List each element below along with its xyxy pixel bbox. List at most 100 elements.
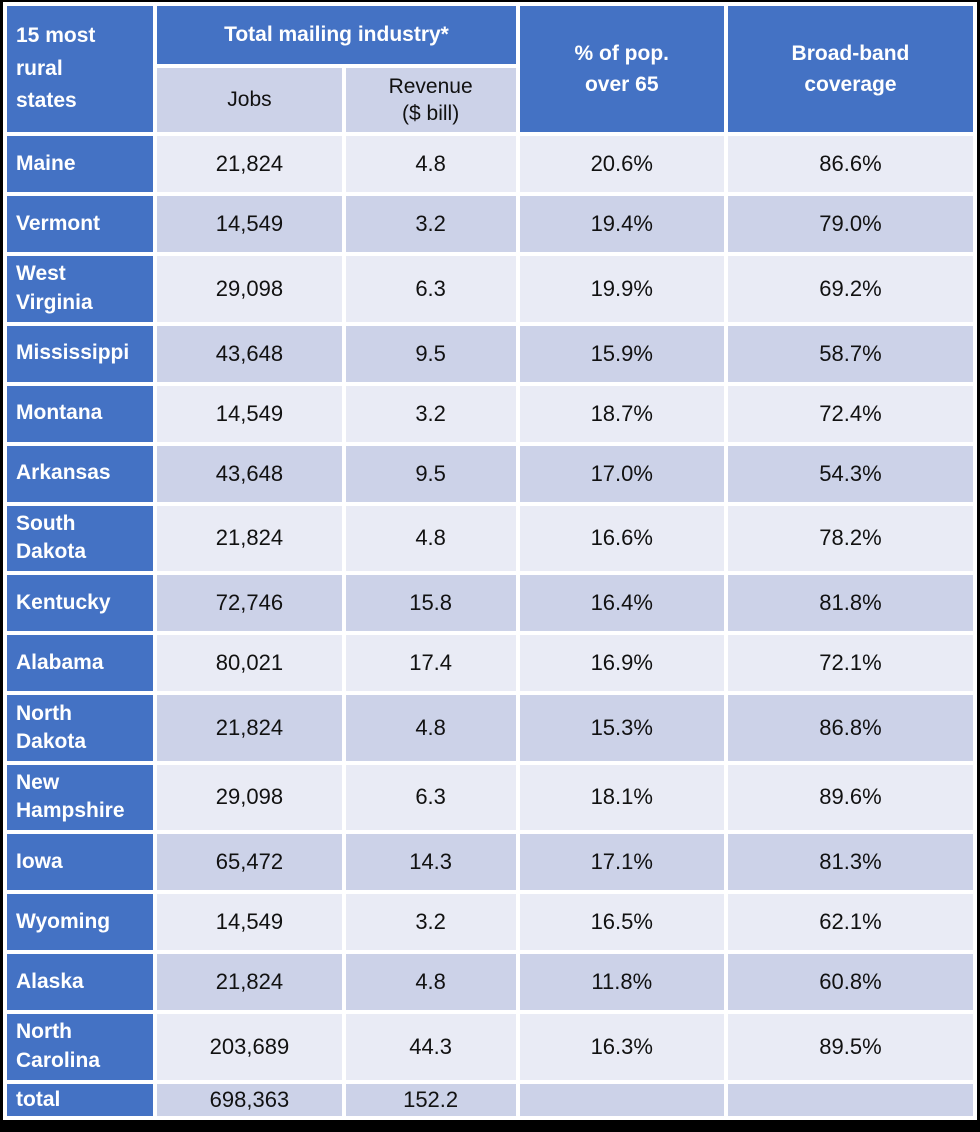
table-row: Alaska 21,824 4.8 11.8% 60.8% xyxy=(7,954,973,1011)
revenue-cell: 4.8 xyxy=(345,505,516,572)
table-body: Maine 21,824 4.8 20.6% 86.6% Vermont 14,… xyxy=(7,136,973,1116)
table-row: New Hampshire 29,098 6.3 18.1% 89.6% xyxy=(7,764,973,830)
table-row: Alabama 80,021 17.4 16.9% 72.1% xyxy=(7,635,973,692)
broadband-cell: 60.8% xyxy=(727,954,973,1011)
revenue-cell: 9.5 xyxy=(345,445,516,502)
pop65-cell: 19.4% xyxy=(519,196,724,253)
jobs-cell: 21,824 xyxy=(157,695,342,761)
table-row: Kentucky 72,746 15.8 16.4% 81.8% xyxy=(7,575,973,632)
pop65-cell: 17.0% xyxy=(519,445,724,502)
jobs-cell: 14,549 xyxy=(157,385,342,442)
header-pop65-label-line2: over 65 xyxy=(584,73,659,96)
state-name-cell: total xyxy=(7,1083,154,1116)
revenue-cell: 6.3 xyxy=(345,764,516,830)
pop65-cell: 11.8% xyxy=(519,954,724,1011)
revenue-cell: 152.2 xyxy=(345,1083,516,1116)
pop65-cell: 16.4% xyxy=(519,575,724,632)
header-cell-pop65: % of pop. over 65 xyxy=(519,6,724,132)
pop65-cell: 16.3% xyxy=(519,1014,724,1080)
pop65-cell xyxy=(519,1083,724,1116)
header-cell-mailing-group: Total mailing industry* xyxy=(157,6,516,64)
table-row: Arkansas 43,648 9.5 17.0% 54.3% xyxy=(7,445,973,502)
table-row: Mississippi 43,648 9.5 15.9% 58.7% xyxy=(7,325,973,382)
revenue-cell: 6.3 xyxy=(345,256,516,322)
state-name-cell: North Dakota xyxy=(7,695,154,761)
jobs-cell: 14,549 xyxy=(157,894,342,951)
table-row: Montana 14,549 3.2 18.7% 72.4% xyxy=(7,385,973,442)
broadband-cell: 86.8% xyxy=(727,695,973,761)
broadband-cell: 78.2% xyxy=(727,505,973,572)
revenue-cell: 9.5 xyxy=(345,325,516,382)
state-name-cell: Alabama xyxy=(7,635,154,692)
revenue-cell: 3.2 xyxy=(345,196,516,253)
revenue-cell: 3.2 xyxy=(345,385,516,442)
revenue-cell: 4.8 xyxy=(345,136,516,193)
broadband-cell: 86.6% xyxy=(727,136,973,193)
rural-states-table: 15 most rural states Total mailing indus… xyxy=(3,2,977,1120)
state-name-cell: Mississippi xyxy=(7,325,154,382)
table-row: Vermont 14,549 3.2 19.4% 79.0% xyxy=(7,196,973,253)
jobs-cell: 698,363 xyxy=(157,1083,342,1116)
table-row: Wyoming 14,549 3.2 16.5% 62.1% xyxy=(7,894,973,951)
jobs-cell: 72,746 xyxy=(157,575,342,632)
jobs-cell: 29,098 xyxy=(157,764,342,830)
header-broadband-label-line2: coverage xyxy=(804,73,897,96)
table-row: Iowa 65,472 14.3 17.1% 81.3% xyxy=(7,833,973,890)
header-mailing-group-label: Total mailing industry* xyxy=(224,23,449,47)
table-header: 15 most rural states Total mailing indus… xyxy=(7,6,973,132)
state-name-cell: Maine xyxy=(7,136,154,193)
jobs-cell: 203,689 xyxy=(157,1014,342,1080)
jobs-cell: 43,648 xyxy=(157,445,342,502)
state-name-cell: South Dakota xyxy=(7,505,154,572)
header-states-label: 15 most rural states xyxy=(16,24,96,113)
jobs-cell: 65,472 xyxy=(157,833,342,890)
pop65-cell: 18.7% xyxy=(519,385,724,442)
state-name-cell: New Hampshire xyxy=(7,764,154,830)
state-name-cell: North Carolina xyxy=(7,1014,154,1080)
pop65-cell: 18.1% xyxy=(519,764,724,830)
jobs-cell: 80,021 xyxy=(157,635,342,692)
table-row: Maine 21,824 4.8 20.6% 86.6% xyxy=(7,136,973,193)
pop65-cell: 16.9% xyxy=(519,635,724,692)
broadband-cell: 72.4% xyxy=(727,385,973,442)
jobs-cell: 21,824 xyxy=(157,136,342,193)
header-cell-broadband: Broad-band coverage xyxy=(727,6,973,132)
pop65-cell: 16.5% xyxy=(519,894,724,951)
revenue-cell: 17.4 xyxy=(345,635,516,692)
broadband-cell: 72.1% xyxy=(727,635,973,692)
broadband-cell: 89.5% xyxy=(727,1014,973,1080)
state-name-cell: West Virginia xyxy=(7,256,154,322)
pop65-cell: 20.6% xyxy=(519,136,724,193)
broadband-cell: 54.3% xyxy=(727,445,973,502)
jobs-cell: 21,824 xyxy=(157,505,342,572)
header-jobs-label: Jobs xyxy=(227,88,272,112)
broadband-cell xyxy=(727,1083,973,1116)
broadband-cell: 81.3% xyxy=(727,833,973,890)
header-cell-jobs: Jobs xyxy=(157,68,342,132)
state-name-cell: Alaska xyxy=(7,954,154,1011)
broadband-cell: 62.1% xyxy=(727,894,973,951)
broadband-cell: 89.6% xyxy=(727,764,973,830)
header-pop65-label-line1: % of pop. xyxy=(574,41,669,65)
revenue-cell: 4.8 xyxy=(345,695,516,761)
header-revenue-label-line2: ($ bill) xyxy=(402,102,460,125)
state-name-cell: Wyoming xyxy=(7,894,154,951)
broadband-cell: 58.7% xyxy=(727,325,973,382)
pop65-cell: 17.1% xyxy=(519,833,724,890)
header-cell-revenue: Revenue ($ bill) xyxy=(345,68,516,132)
table-row: West Virginia 29,098 6.3 19.9% 69.2% xyxy=(7,256,973,322)
pop65-cell: 15.9% xyxy=(519,325,724,382)
broadband-cell: 79.0% xyxy=(727,196,973,253)
pop65-cell: 15.3% xyxy=(519,695,724,761)
state-name-cell: Arkansas xyxy=(7,445,154,502)
state-name-cell: Kentucky xyxy=(7,575,154,632)
revenue-cell: 14.3 xyxy=(345,833,516,890)
jobs-cell: 43,648 xyxy=(157,325,342,382)
jobs-cell: 29,098 xyxy=(157,256,342,322)
pop65-cell: 19.9% xyxy=(519,256,724,322)
header-revenue-label-line1: Revenue xyxy=(388,74,473,98)
table-row: North Carolina 203,689 44.3 16.3% 89.5% xyxy=(7,1014,973,1080)
jobs-cell: 14,549 xyxy=(157,196,342,253)
table-row: South Dakota 21,824 4.8 16.6% 78.2% xyxy=(7,505,973,572)
